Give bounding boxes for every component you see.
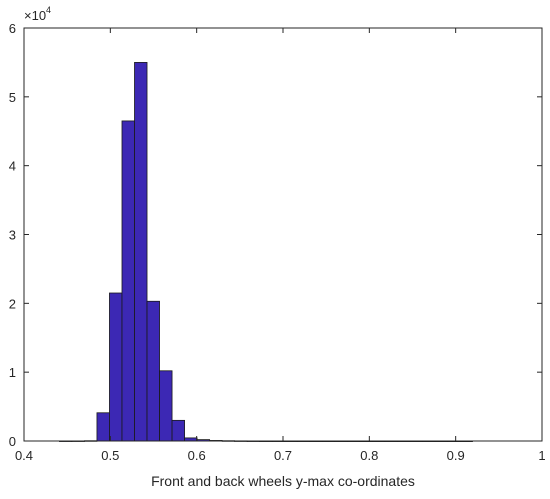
x-tick-label: 0.8 [360,448,378,463]
x-axis-label: Front and back wheels y-max co-ordinates [151,473,415,489]
x-tick-label: 1 [538,448,545,463]
y-tick-label: 3 [9,228,16,243]
histogram-bar [146,300,160,442]
y-tick-label: 0 [9,434,16,449]
y-tick-label: 5 [9,90,16,105]
histogram-bar [159,370,173,442]
x-tick-label: 0.5 [101,448,119,463]
y-exponent-base: ×10 [24,8,46,23]
y-tick-label: 2 [9,296,16,311]
x-tick-label: 0.9 [447,448,465,463]
y-axis-ticks: 0 1 2 3 4 5 6 [9,21,542,449]
plot-background [24,28,542,441]
y-tick-label: 1 [9,365,16,380]
histogram-bar [121,120,135,442]
x-tick-label: 0.4 [15,448,33,463]
y-tick-label: 4 [9,159,16,174]
histogram-bar [171,419,185,442]
x-tick-label: 0.7 [274,448,292,463]
y-tick-label: 6 [9,21,16,36]
histogram-bar [109,292,123,442]
histogram-bar [96,412,110,442]
y-exponent-power: 4 [46,5,51,15]
x-tick-label: 0.6 [188,448,206,463]
x-axis-ticks: 0.4 0.5 0.6 0.7 0.8 0.9 1 [15,28,546,463]
histogram-bar [134,62,148,442]
